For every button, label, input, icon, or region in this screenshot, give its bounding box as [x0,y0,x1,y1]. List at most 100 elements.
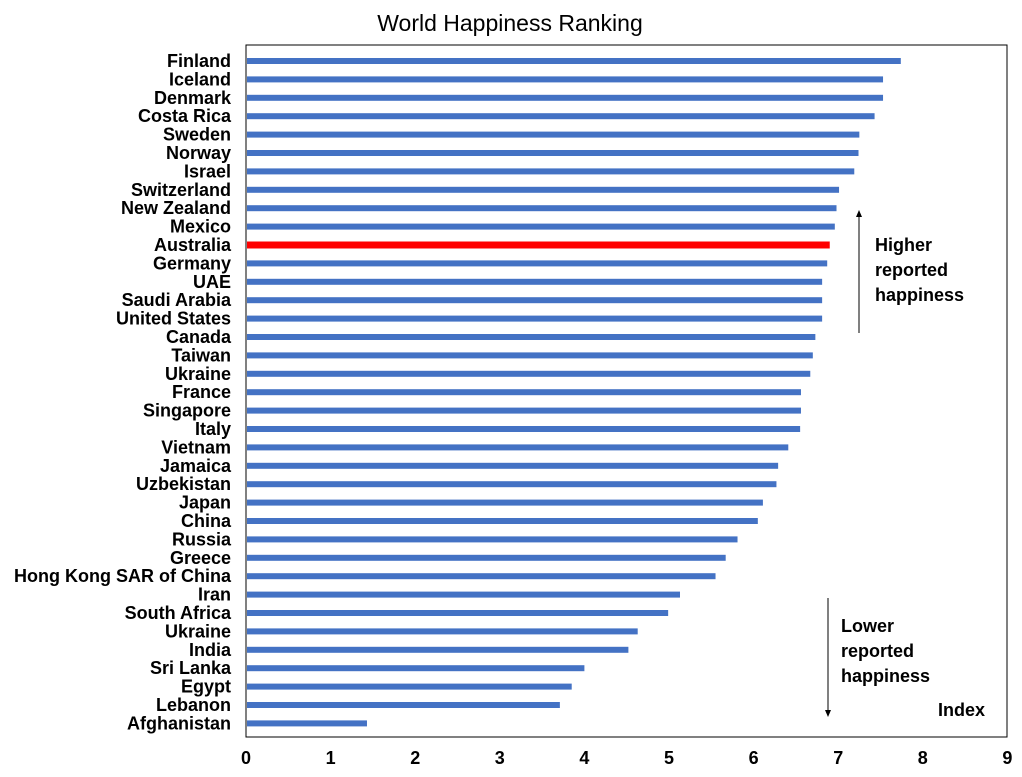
up-arrowhead [856,210,862,217]
x-tick-label: 7 [833,748,843,768]
annotation-lower-line: Lower [841,616,894,636]
bar [247,610,669,616]
category-label: Japan [179,493,231,513]
x-tick-label: 1 [326,748,336,768]
x-tick-label: 4 [579,748,589,768]
annotation-higher-line: reported [875,260,948,280]
annotation-lower-line: reported [841,641,914,661]
bar [247,278,823,285]
bar [247,334,816,340]
bar [247,76,884,83]
category-label: Vietnam [161,437,231,457]
bar [247,241,830,249]
category-label: France [172,382,231,402]
category-label: UAE [193,272,231,292]
x-tick-label: 9 [1002,748,1012,768]
bar [247,223,835,230]
plot-frame [245,44,1008,738]
category-label: Israel [184,161,231,181]
category-label: Russia [172,529,232,549]
category-label: Canada [166,327,232,347]
category-label: Australia [154,235,232,255]
x-tick-label: 2 [410,748,420,768]
bar [247,205,837,212]
category-label: Italy [195,419,231,439]
x-tick-label: 0 [241,748,251,768]
chart-title: World Happiness Ranking [377,10,643,36]
category-label: Mexico [170,217,231,237]
bar [247,573,716,580]
category-label: Costa Rica [138,106,232,126]
x-tick-label: 5 [664,748,674,768]
bar [247,518,758,524]
category-label: New Zealand [121,198,231,218]
bar [247,370,811,377]
annotation-higher-line: happiness [875,285,964,305]
bar [247,536,738,543]
category-label: United States [116,309,231,329]
bar [247,407,801,414]
bar [247,94,884,101]
category-label: India [189,640,232,660]
category-label: Iran [198,585,231,605]
bar [247,665,585,672]
bar [247,113,875,120]
category-label: Singapore [143,401,231,421]
bar [247,628,638,635]
bar [247,462,779,469]
bar [247,297,823,304]
category-label: Taiwan [171,345,231,365]
category-label: Uzbekistan [136,474,231,494]
bar [247,481,777,488]
down-arrowhead [825,710,831,717]
bar [247,591,680,598]
category-label: Finland [167,51,231,71]
category-label: South Africa [125,603,232,623]
x-axis-ticks: 0 1 2 3 4 5 6 7 8 9 [241,748,1012,768]
bar [247,58,901,64]
annotation-lower-line: happiness [841,666,930,686]
category-label: Lebanon [156,695,231,715]
category-label: Iceland [169,69,231,89]
bars-layer [247,58,901,727]
annotations: Higher reported happiness Lower reported happ… [825,210,985,720]
x-tick-label: 3 [495,748,505,768]
category-label: Egypt [181,677,231,697]
bar [247,426,801,432]
bar [247,646,629,653]
category-label: Denmark [154,88,232,108]
annotation-higher-line: Higher [875,235,932,255]
bar [247,150,859,156]
unit-label: Index [938,700,985,720]
category-label: Switzerland [131,180,231,200]
bar [247,720,367,727]
category-label: Sri Lanka [150,658,232,678]
category-label: Jamaica [160,456,232,476]
category-label: China [181,511,232,531]
bar [247,168,855,175]
category-label: Ukraine [165,621,231,641]
bar [247,444,789,451]
bar [247,389,801,396]
bar [247,702,560,708]
category-label: Ukraine [165,364,231,384]
category-label: Hong Kong SAR of China [14,566,232,586]
category-label: Norway [166,143,231,163]
category-label: Sweden [163,125,231,145]
bar [247,499,763,506]
bar [247,315,823,322]
bar [247,554,726,561]
bar [247,186,840,193]
bar [247,352,813,359]
category-label: Greece [170,548,231,568]
category-label: Afghanistan [127,713,231,733]
category-label: Saudi Arabia [122,290,232,310]
category-label: Germany [153,253,231,273]
x-tick-label: 8 [918,748,928,768]
bar [247,683,572,690]
bar [247,131,860,138]
x-tick-label: 6 [749,748,759,768]
